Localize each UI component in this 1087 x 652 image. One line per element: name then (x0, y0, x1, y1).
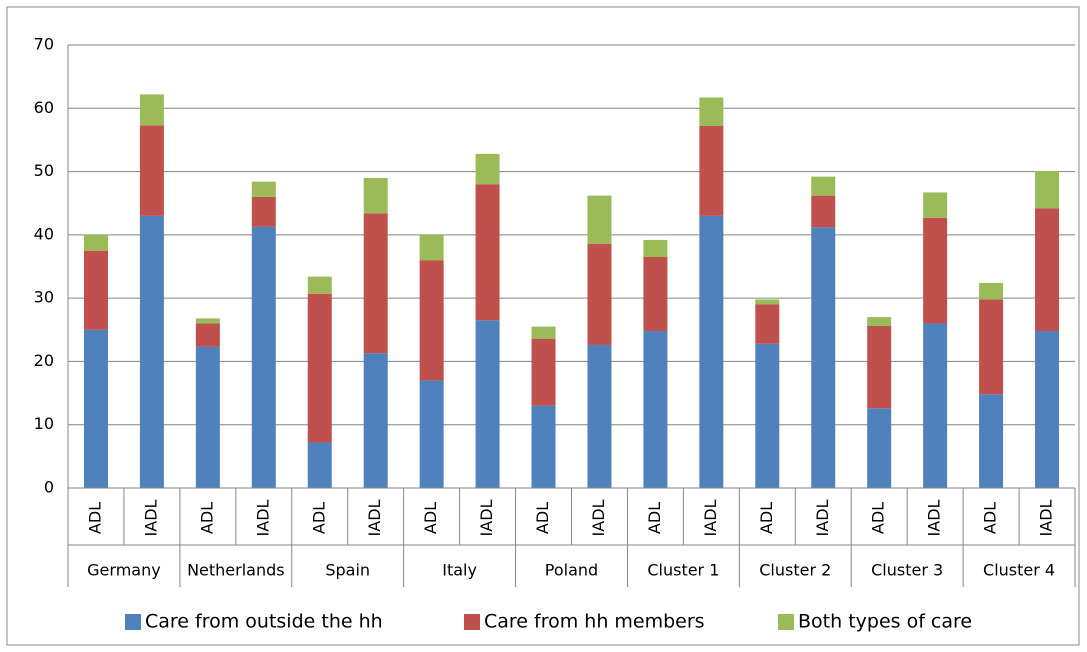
x-tick-label: ADL (421, 502, 440, 534)
bar-segment (475, 320, 500, 488)
bar-segment (923, 192, 948, 218)
bar-segment (195, 318, 220, 324)
y-tick-label: 20 (34, 351, 54, 370)
bar-segment (587, 243, 612, 345)
bar-segment (83, 329, 108, 488)
x-tick-label: IADL (1037, 499, 1056, 536)
x-tick-label: IADL (813, 499, 832, 536)
bar-segment (979, 282, 1004, 300)
x-tick-label: IADL (253, 499, 272, 536)
bar-segment (923, 217, 948, 324)
bar-segment (475, 184, 500, 321)
bar-segment (755, 304, 780, 344)
bar-segment (195, 346, 220, 488)
bar-segment (1035, 208, 1060, 332)
bar-segment (251, 181, 276, 197)
y-tick-label: 0 (44, 478, 54, 497)
legend-swatch (464, 614, 480, 630)
y-tick-label: 30 (34, 288, 54, 307)
y-tick-label: 60 (34, 98, 54, 117)
legend-label: Both types of care (798, 611, 972, 633)
bar-segment (83, 250, 108, 330)
bar-segment (979, 394, 1004, 488)
group-label: Cluster 2 (759, 561, 831, 580)
bar-segment (867, 408, 892, 488)
x-tick-label: IADL (925, 499, 944, 536)
x-tick-label: ADL (981, 502, 1000, 534)
group-label: Cluster 4 (983, 561, 1055, 580)
bar-segment (251, 196, 276, 227)
x-tick-label: IADL (477, 499, 496, 536)
bar-segment (699, 215, 724, 488)
x-tick-label: ADL (309, 502, 328, 534)
bar-segment (755, 343, 780, 488)
bar-segment (699, 97, 724, 127)
bar-segment (643, 331, 668, 488)
x-tick-label: IADL (701, 499, 720, 536)
x-tick-label: ADL (757, 502, 776, 534)
bar-segment (363, 177, 388, 214)
legend-label: Care from outside the hh (145, 611, 383, 633)
bar-segment (419, 234, 444, 261)
bar-segment (363, 353, 388, 488)
chart-frame (6, 6, 1080, 646)
bar-segment (139, 125, 164, 216)
bar-segment (643, 239, 668, 258)
x-tick-label: ADL (645, 502, 664, 534)
group-label: Poland (545, 561, 598, 580)
bar-segment (363, 213, 388, 354)
x-tick-label: ADL (85, 502, 104, 534)
bar-segment (531, 326, 556, 339)
bar-segment (755, 299, 780, 305)
bar-segment (307, 442, 332, 488)
x-tick-label: ADL (533, 502, 552, 534)
bar-segment (419, 380, 444, 488)
legend-swatch (125, 614, 141, 630)
group-label: Spain (325, 561, 370, 580)
group-label: Germany (87, 561, 161, 580)
legend-label: Care from hh members (484, 611, 705, 633)
bar-segment (699, 126, 724, 216)
bar-segment (307, 293, 332, 443)
bar-segment (1035, 331, 1060, 488)
x-tick-label: IADL (365, 499, 384, 536)
bar-segment (139, 94, 164, 126)
bar-segment (83, 234, 108, 251)
x-tick-label: IADL (589, 499, 608, 536)
bar-segment (587, 344, 612, 488)
y-tick-label: 70 (34, 35, 54, 54)
bar-segment (811, 227, 836, 488)
group-label: Cluster 1 (647, 561, 719, 580)
bar-segment (587, 195, 612, 244)
group-label: Italy (442, 561, 477, 580)
x-tick-label: IADL (141, 499, 160, 536)
bar-segment (419, 260, 444, 381)
bar-segment (867, 325, 892, 409)
bar-segment (1035, 170, 1060, 209)
bar-segment (811, 176, 836, 196)
group-label: Cluster 3 (871, 561, 943, 580)
y-tick-label: 50 (34, 161, 54, 180)
bar-segment (923, 323, 948, 488)
bar-segment (979, 299, 1004, 395)
bar-segment (475, 153, 500, 185)
x-tick-label: ADL (197, 502, 216, 534)
x-tick-label: ADL (869, 502, 888, 534)
bar-segment (307, 276, 332, 294)
bar-segment (139, 215, 164, 488)
y-tick-label: 40 (34, 224, 54, 243)
y-tick-label: 10 (34, 414, 54, 433)
bar-segment (531, 338, 556, 406)
bar-segment (811, 195, 836, 228)
bar-segment (251, 226, 276, 488)
bar-segment (195, 323, 220, 347)
bar-segment (531, 405, 556, 488)
group-label: Netherlands (187, 561, 285, 580)
bar-segment (643, 257, 668, 332)
legend-swatch (778, 614, 794, 630)
bar-segment (867, 317, 892, 326)
